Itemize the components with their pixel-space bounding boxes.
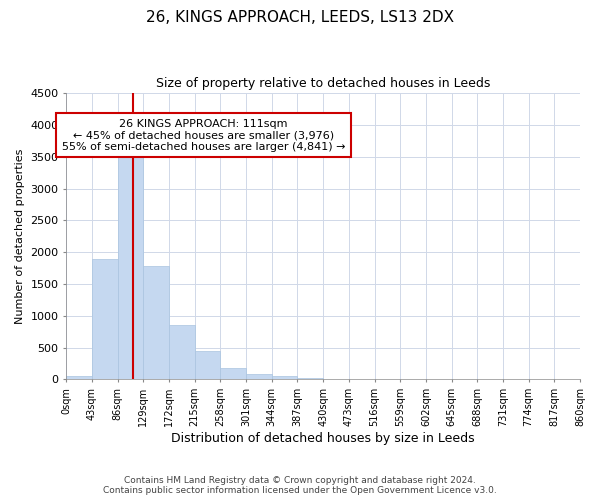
Bar: [67, 376, 92, 380]
Text: 26 KINGS APPROACH: 111sqm
← 45% of detached houses are smaller (3,976)
55% of se: 26 KINGS APPROACH: 111sqm ← 45% of detac…: [62, 118, 346, 152]
Bar: [92, 258, 118, 380]
Bar: [195, 351, 220, 380]
Bar: [118, 156, 143, 380]
Bar: [246, 374, 272, 380]
Y-axis label: Number of detached properties: Number of detached properties: [15, 148, 25, 324]
Title: Size of property relative to detached houses in Leeds: Size of property relative to detached ho…: [156, 78, 490, 90]
Text: Contains HM Land Registry data © Crown copyright and database right 2024.
Contai: Contains HM Land Registry data © Crown c…: [103, 476, 497, 495]
Bar: [143, 266, 169, 380]
X-axis label: Distribution of detached houses by size in Leeds: Distribution of detached houses by size …: [172, 432, 475, 445]
Text: 26, KINGS APPROACH, LEEDS, LS13 2DX: 26, KINGS APPROACH, LEEDS, LS13 2DX: [146, 10, 454, 25]
Bar: [272, 376, 298, 380]
Bar: [298, 378, 323, 380]
Bar: [169, 324, 195, 380]
Bar: [220, 368, 246, 380]
